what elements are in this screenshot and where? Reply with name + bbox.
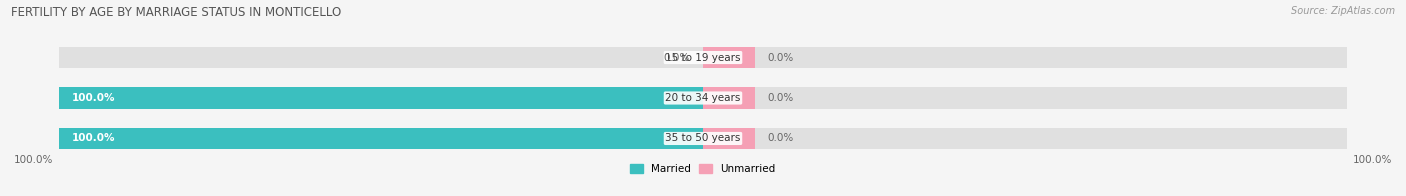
Text: 0.0%: 0.0% [768, 133, 794, 143]
Bar [703, 128, 1347, 149]
Text: 100.0%: 100.0% [14, 154, 53, 164]
Text: 100.0%: 100.0% [72, 93, 115, 103]
Bar [703, 128, 755, 149]
Text: 100.0%: 100.0% [72, 133, 115, 143]
Text: 35 to 50 years: 35 to 50 years [665, 133, 741, 143]
Text: 0.0%: 0.0% [768, 93, 794, 103]
Bar [703, 87, 755, 109]
Text: 100.0%: 100.0% [1353, 154, 1392, 164]
Bar [59, 128, 703, 149]
Text: 20 to 34 years: 20 to 34 years [665, 93, 741, 103]
Bar [59, 47, 703, 68]
Bar [59, 128, 703, 149]
Bar [59, 87, 703, 109]
Text: 0.0%: 0.0% [664, 53, 690, 63]
Legend: Married, Unmarried: Married, Unmarried [626, 160, 780, 178]
Bar [59, 87, 703, 109]
Bar [703, 47, 755, 68]
Text: 15 to 19 years: 15 to 19 years [665, 53, 741, 63]
Bar [703, 47, 1347, 68]
Text: 0.0%: 0.0% [768, 53, 794, 63]
Bar [703, 87, 1347, 109]
Text: Source: ZipAtlas.com: Source: ZipAtlas.com [1291, 6, 1395, 16]
Text: FERTILITY BY AGE BY MARRIAGE STATUS IN MONTICELLO: FERTILITY BY AGE BY MARRIAGE STATUS IN M… [11, 6, 342, 19]
